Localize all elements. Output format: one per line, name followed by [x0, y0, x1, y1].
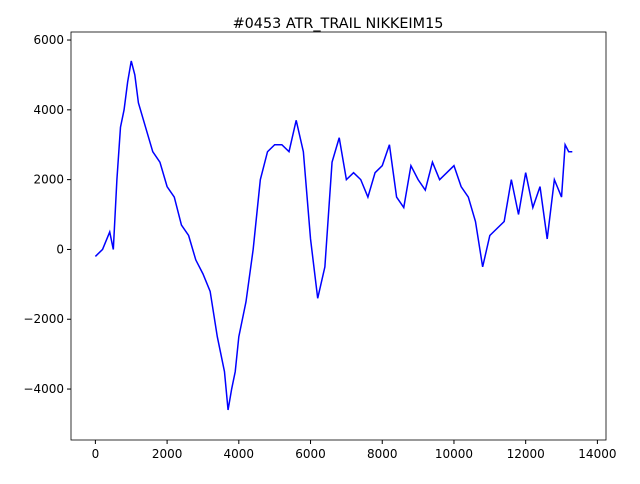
x-tick-label: 0	[92, 447, 100, 461]
y-tick-label: −2000	[23, 312, 64, 326]
y-tick-label: 4000	[33, 103, 64, 117]
chart-title: #0453 ATR_TRAIL NIKKEIM15	[233, 16, 444, 32]
x-tick-label: 2000	[152, 447, 183, 461]
series-line	[94, 60, 573, 411]
y-tick-label: 6000	[33, 33, 64, 47]
x-tick-label: 14000	[578, 447, 616, 461]
x-tick-label: 10000	[435, 447, 473, 461]
axes-frame	[70, 31, 607, 441]
y-tick-label: 2000	[33, 173, 64, 187]
x-tick-label: 4000	[224, 447, 255, 461]
y-tick-label: 0	[56, 242, 64, 256]
x-tick-label: 8000	[367, 447, 398, 461]
x-tick-label: 12000	[507, 447, 545, 461]
y-tick-label: −4000	[23, 382, 64, 396]
x-tick-label: 6000	[295, 447, 326, 461]
